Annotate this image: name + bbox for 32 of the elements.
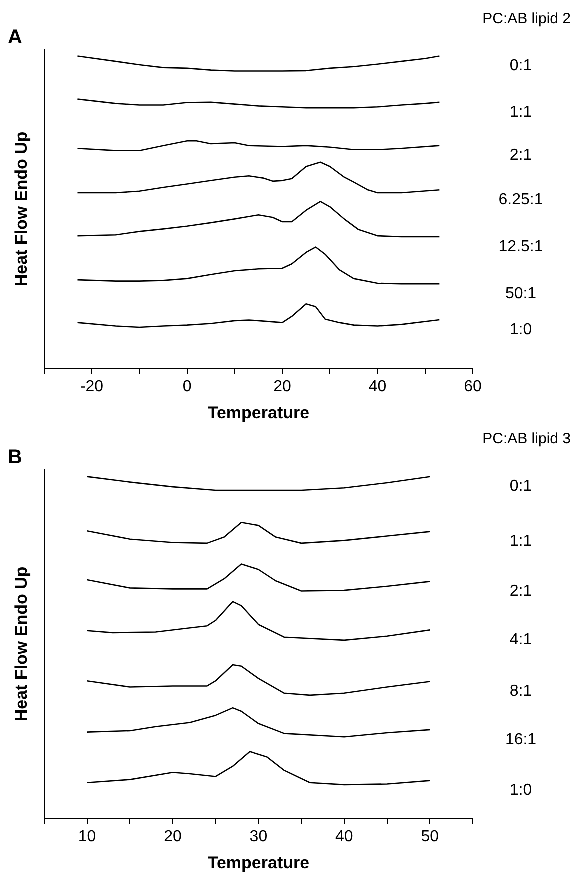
x-tick-label: 30 [250,828,268,846]
legend-title: PC:AB lipid 3 [482,430,571,448]
text: 1:0 [510,782,532,800]
y-axis-title: Heat Flow Endo Up [12,132,31,287]
x-tick-label: 40 [336,828,354,846]
text: 12.5:1 [498,238,544,256]
text: 2:1 [510,583,532,600]
x-tick-label: 10 [78,828,96,846]
x-tick-label: 50 [421,828,440,846]
text: 1:1 [510,104,532,121]
text: 6.25:1 [498,192,544,209]
text: 8:1 [510,683,532,700]
x-tick-label: 0 [182,378,192,396]
text: 2:1 [510,147,532,164]
x-tick-label: -20 [80,378,104,396]
x-axis-title: Temperature [208,853,310,872]
text: 50:1 [505,286,537,303]
text: 1:0 [510,321,532,338]
y-axis-title: Heat Flow Endo Up [12,566,31,722]
x-tick-label: 40 [368,378,387,396]
x-tick-label: 20 [164,828,182,846]
text: 16:1 [505,731,537,748]
text: 4:1 [510,632,532,649]
text: 0:1 [510,58,532,75]
chart-title: A [8,26,22,49]
legend-title: PC:AB lipid 2 [482,10,571,28]
text: 0:1 [510,478,532,496]
text: 1:1 [510,533,532,550]
x-tick-label: 60 [464,378,482,396]
x-axis-title: Temperature [208,403,310,422]
x-tick-label: 20 [274,378,292,396]
chart-title: B [8,446,22,469]
